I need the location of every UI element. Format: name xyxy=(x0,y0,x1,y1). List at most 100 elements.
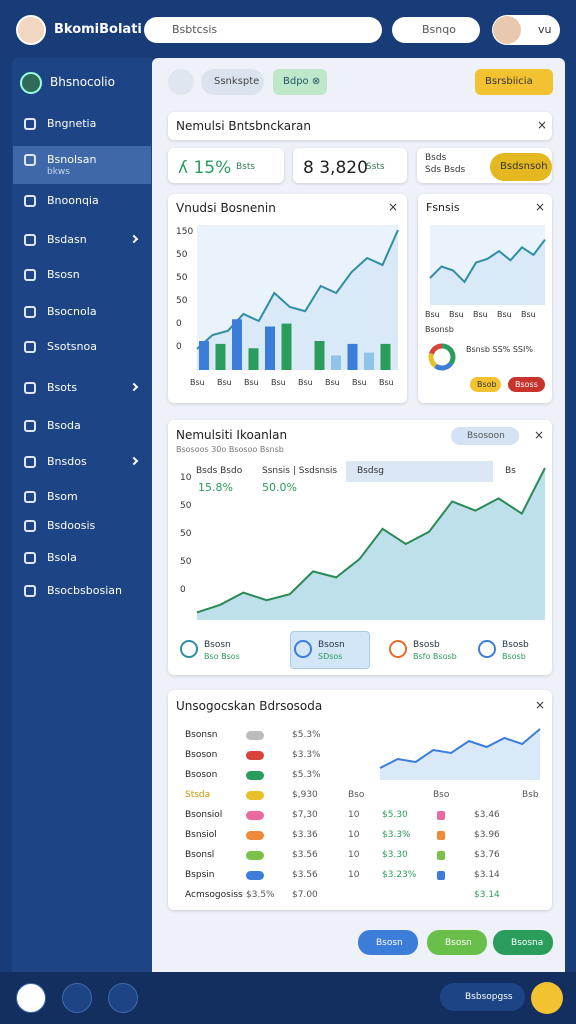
cell: 10 xyxy=(348,830,360,840)
footer-fab[interactable] xyxy=(531,982,563,1014)
card xyxy=(168,112,552,140)
search-icon[interactable] xyxy=(168,69,194,95)
nav-icon xyxy=(24,341,36,353)
row-name: Bsonsiol xyxy=(185,810,223,820)
chip[interactable] xyxy=(201,69,264,95)
nav-item[interactable]: Bnoonqia xyxy=(47,194,99,207)
search-box-2[interactable] xyxy=(392,17,480,43)
nav-item[interactable]: Bsola xyxy=(47,551,77,564)
nav-icon xyxy=(24,552,36,564)
tile-title: Bsosb xyxy=(413,640,440,650)
bar xyxy=(248,348,259,370)
tile-sub: Bsfo Bsosb xyxy=(413,652,457,661)
tab[interactable]: Bs xyxy=(505,466,516,476)
chart-title: Nemulsiti Ikoanlan xyxy=(176,428,288,442)
tile-title: Bsosn xyxy=(204,640,231,650)
search-text-2: Bsnqo xyxy=(422,23,456,36)
action-button[interactable] xyxy=(427,930,487,955)
footer-button[interactable] xyxy=(108,983,138,1013)
nav-icon xyxy=(24,456,36,468)
kpi3-button[interactable] xyxy=(490,153,552,181)
footer-pill[interactable] xyxy=(440,983,525,1011)
footer-button[interactable] xyxy=(62,983,92,1013)
close-x[interactable]: × xyxy=(535,698,546,712)
x-label: Bsu xyxy=(325,378,340,387)
nav-icon xyxy=(24,420,36,432)
cell: $3.14 xyxy=(474,890,500,900)
tab[interactable]: Bsdsg xyxy=(357,466,384,476)
nav-item[interactable]: Bsocbsbosian xyxy=(47,584,122,597)
nav-item[interactable]: Bsots xyxy=(47,381,78,394)
row-name: Bspsin xyxy=(185,870,215,880)
tile-icon xyxy=(294,640,312,658)
cell: $3.46 xyxy=(474,810,500,820)
action-button[interactable] xyxy=(493,930,553,955)
kpi-label: Ssts xyxy=(366,162,385,172)
cell: Bso xyxy=(433,790,450,800)
cell: $3.23% xyxy=(382,870,417,880)
nav-item[interactable]: Bsdasn xyxy=(47,233,87,246)
kpi3-line1: Bsds xyxy=(425,153,447,163)
y-label: 0 xyxy=(176,319,182,329)
chart-subtitle: Bsosoos 30o Bsosoo Bsnsb xyxy=(176,445,284,454)
chip-2[interactable] xyxy=(273,69,327,95)
pill[interactable] xyxy=(451,427,519,445)
pill-text: Bsosoon xyxy=(467,431,505,441)
close-x[interactable]: × xyxy=(537,118,548,132)
tab[interactable]: Ssnsis | Ssdsnsis xyxy=(262,466,338,476)
tab-bar xyxy=(346,461,493,482)
nav-icon xyxy=(24,234,36,246)
nav-item[interactable]: Bsom xyxy=(47,490,78,503)
x-label: Bsu xyxy=(271,378,286,387)
chart-title: Fsnsis xyxy=(426,201,460,214)
x-label: Bsu xyxy=(244,378,259,387)
stat: 15.8% xyxy=(198,481,233,494)
tile-icon xyxy=(478,640,496,658)
row-icon xyxy=(437,831,445,840)
row-icon xyxy=(437,851,445,860)
cell: $5.30 xyxy=(382,810,408,820)
nav-item[interactable]: Ssotsnoa xyxy=(47,340,97,353)
avatar xyxy=(16,15,46,45)
chip-text: Ssnkspte xyxy=(214,76,260,87)
nav-item[interactable]: Bsoda xyxy=(47,419,81,432)
chip-2-text: Bdpo ⊗ xyxy=(283,76,321,87)
action-text: Bsosna xyxy=(511,938,544,948)
row-pill xyxy=(246,851,264,860)
search-box[interactable] xyxy=(144,17,382,43)
x-label: Bsu xyxy=(352,378,367,387)
x-label: Bsu xyxy=(425,310,440,319)
btn-red[interactable] xyxy=(508,377,545,392)
action-text: Bsosn xyxy=(376,938,403,948)
btn-yellow[interactable] xyxy=(470,377,501,392)
footer-button[interactable] xyxy=(16,983,46,1013)
nav-item[interactable]: Bngnetia xyxy=(47,117,97,130)
row-name: Bsoson xyxy=(185,770,218,780)
action-button[interactable] xyxy=(358,930,418,955)
close-x[interactable]: × xyxy=(534,428,545,442)
primary-button[interactable] xyxy=(475,69,553,95)
line xyxy=(196,467,546,614)
close-x[interactable]: × xyxy=(388,200,399,214)
y-label: 150 xyxy=(176,227,194,237)
close-x[interactable]: × xyxy=(535,200,546,214)
bar xyxy=(199,341,209,370)
brand: Bhsnocolio xyxy=(50,75,115,89)
table-title: Unsogocskan Bdrsosoda xyxy=(176,699,323,713)
nav-item[interactable]: Bsosn xyxy=(47,268,80,281)
row-pill xyxy=(246,751,264,760)
donut-segment xyxy=(429,343,443,355)
nav-item[interactable]: Bsnolsan xyxy=(47,153,97,166)
tab[interactable]: Bsds Bsdo xyxy=(196,466,243,476)
nav-item[interactable]: Bsocnola xyxy=(47,305,97,318)
area xyxy=(197,230,398,370)
nav-icon xyxy=(24,585,36,597)
nav-item[interactable]: Bsdoosis xyxy=(47,519,96,532)
nav-icon xyxy=(24,306,36,318)
user-name: vu xyxy=(538,23,552,36)
cell: $3.56 xyxy=(292,850,318,860)
footer-text: Bsbsopgss xyxy=(465,992,513,1002)
tile-title: Bsosb xyxy=(502,640,529,650)
cell: 10 xyxy=(348,870,360,880)
nav-item[interactable]: Bnsdos xyxy=(47,455,87,468)
